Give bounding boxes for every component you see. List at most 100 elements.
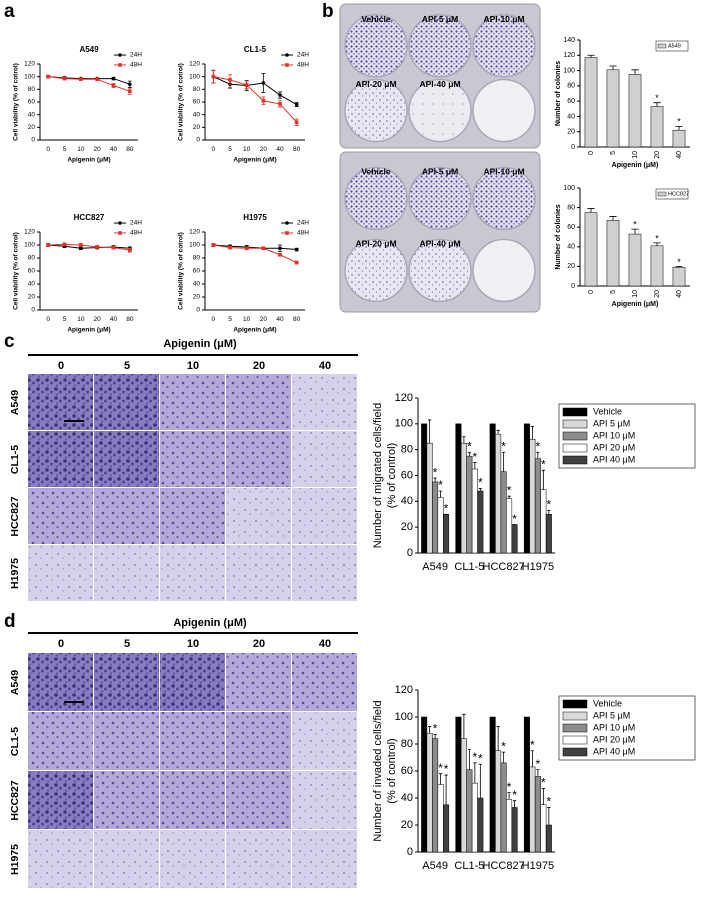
- bar: [500, 471, 507, 554]
- y-tick-label: 0: [31, 307, 35, 314]
- panel-label: a: [4, 1, 15, 22]
- y-tick-label: 120: [189, 229, 200, 236]
- well-label: Vehicle: [361, 14, 391, 24]
- y-tick-label: 80: [401, 738, 413, 750]
- y-tick-label: 60: [193, 268, 201, 275]
- data-point: [278, 246, 282, 251]
- x-tick-label: CL1-5: [454, 860, 484, 872]
- x-axis-label: Apigenin (μM): [233, 327, 276, 334]
- bar: [628, 233, 642, 287]
- y-tick-label: 60: [567, 98, 575, 105]
- y-tick-label: 60: [567, 224, 575, 231]
- micrograph: [292, 712, 357, 770]
- micrograph: [28, 712, 93, 770]
- error-bar: [478, 763, 482, 798]
- y-tick-label: 20: [28, 124, 36, 131]
- data-point: [294, 102, 299, 107]
- panel-label: c: [4, 331, 15, 352]
- legend-label: 24H: [297, 220, 309, 227]
- micrograph: [226, 712, 291, 770]
- micrograph: [160, 431, 225, 487]
- micrograph: [160, 771, 225, 829]
- column-label: 40: [319, 360, 331, 372]
- colony-well: [344, 78, 408, 143]
- column-label: 40: [319, 638, 331, 650]
- series-line: [48, 244, 130, 249]
- error-bar: [631, 228, 639, 235]
- data-point: [46, 74, 50, 79]
- bar: [489, 423, 496, 554]
- significance-mark: *: [444, 501, 449, 515]
- bar: [421, 716, 428, 853]
- x-tick-label: 20: [94, 316, 102, 323]
- bar: [426, 442, 433, 554]
- y-tick-label: 80: [28, 255, 36, 262]
- micrograph: [160, 653, 225, 711]
- significance-mark: *: [546, 795, 551, 809]
- y-tick-label: 60: [401, 765, 413, 777]
- x-tick-label: 5: [63, 146, 67, 153]
- bar: [443, 514, 450, 554]
- x-tick-label: CL1-5: [454, 561, 484, 573]
- micrograph: [292, 545, 357, 601]
- row-label: CL1-5: [9, 445, 21, 474]
- error-bar: [496, 429, 500, 435]
- row-label: HCC827: [9, 496, 21, 536]
- micrograph: [160, 488, 225, 544]
- x-axis-label: Apigenin (μM): [67, 157, 110, 164]
- x-tick-label: 40: [676, 151, 683, 159]
- y-tick-label: 120: [395, 392, 413, 404]
- data-point: [79, 77, 83, 81]
- legend-swatch: [562, 455, 588, 465]
- bar: [426, 732, 433, 853]
- bar: [471, 468, 478, 554]
- row-label: CL1-5: [9, 727, 21, 756]
- y-axis-label: (% of control): [386, 738, 398, 803]
- chart-title: CL1-5: [244, 45, 267, 54]
- error-bar: [541, 469, 545, 490]
- data-point: [62, 76, 67, 81]
- colony-well: [408, 78, 472, 143]
- x-axis-label: Apigenin (μM): [233, 157, 276, 164]
- y-tick-label: 0: [571, 283, 575, 290]
- error-bar: [547, 509, 551, 515]
- legend-label: API 20 μM: [593, 442, 635, 452]
- x-axis-label: Apigenin (μM): [67, 327, 110, 334]
- significance-mark: *: [473, 450, 478, 464]
- data-point: [111, 76, 116, 81]
- error-bar: [496, 726, 500, 751]
- error-bar: [433, 734, 437, 739]
- legend-marker: [285, 231, 289, 235]
- x-tick-label: 5: [228, 316, 232, 323]
- bar: [477, 797, 484, 853]
- error-bar: [609, 216, 617, 221]
- y-tick-label: 40: [28, 281, 36, 288]
- x-tick-label: 10: [77, 146, 85, 153]
- chart-title: H1975: [243, 213, 267, 222]
- legend-marker: [118, 63, 122, 67]
- micrograph: [226, 488, 291, 544]
- y-axis-label: Number of migrated cells/field: [372, 403, 384, 549]
- y-axis-label: Cell viability (% of cotrol): [13, 232, 20, 310]
- colony-well: [344, 166, 408, 231]
- micrograph: [292, 771, 357, 829]
- x-tick-label: HCC827: [483, 860, 525, 872]
- significance-mark: *: [633, 220, 637, 230]
- row-label: A549: [9, 670, 21, 695]
- well-label: API-40 μM: [419, 79, 460, 89]
- significance-mark: *: [438, 478, 443, 492]
- legend-label: API 10 μM: [593, 430, 635, 440]
- bar: [432, 738, 439, 853]
- x-tick-label: 80: [293, 316, 301, 323]
- data-point: [128, 89, 132, 94]
- micrograph-title: Apigenin (μM): [173, 617, 247, 629]
- error-bar: [587, 208, 595, 213]
- data-point: [95, 245, 99, 249]
- error-bar: [438, 773, 443, 785]
- y-tick-label: 80: [401, 444, 413, 456]
- micrograph: [292, 488, 357, 544]
- colony-well: [472, 14, 536, 78]
- error-bar: [462, 713, 466, 739]
- bar: [455, 423, 462, 554]
- y-tick-label: 100: [24, 73, 35, 80]
